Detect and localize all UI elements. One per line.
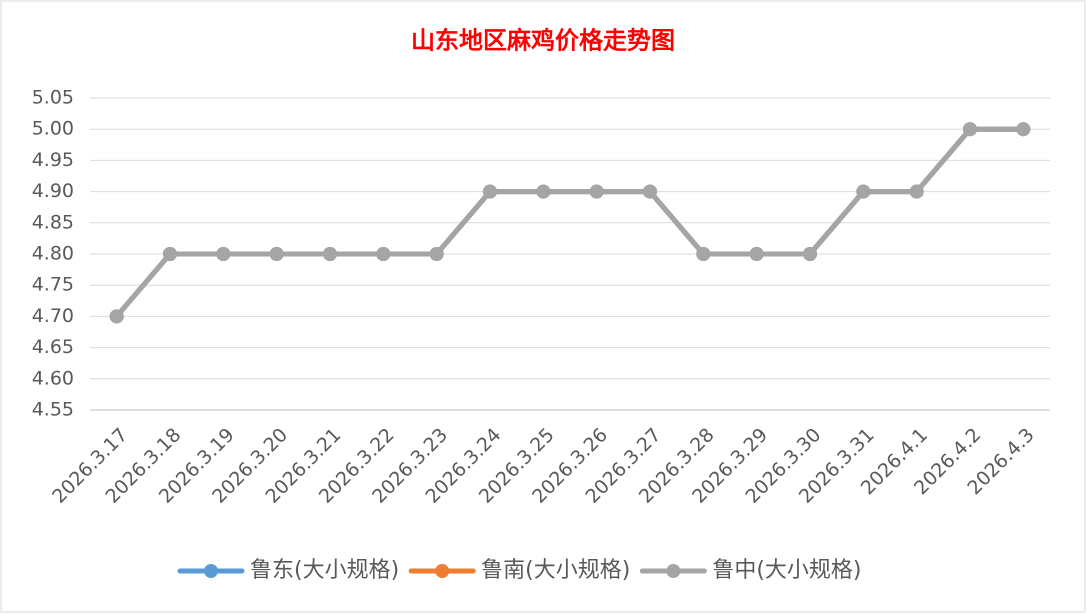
y-tick-label: 4.60: [32, 367, 74, 389]
legend-marker: [666, 564, 681, 578]
legend-label: 鲁南(大小规格): [481, 558, 630, 583]
data-point: [216, 247, 231, 261]
data-point: [109, 309, 124, 324]
y-tick-label: 5.00: [32, 118, 74, 140]
data-point: [696, 247, 711, 261]
legend-label: 鲁东(大小规格): [250, 558, 399, 583]
y-tick-label: 4.85: [32, 211, 74, 233]
data-point: [323, 247, 337, 261]
data-point: [803, 247, 817, 261]
data-point: [856, 184, 871, 199]
y-tick-label: 4.95: [32, 149, 74, 171]
legend-marker: [204, 564, 218, 578]
legend-label: 鲁中(大小规格): [712, 558, 861, 583]
y-tick-label: 4.65: [32, 336, 74, 358]
chart-title: 山东地区麻鸡价格走势图: [411, 26, 675, 55]
data-point: [1016, 122, 1031, 137]
data-point: [376, 247, 391, 261]
y-tick-label: 4.70: [32, 305, 74, 327]
data-point: [269, 247, 284, 261]
data-point: [749, 247, 764, 261]
data-point: [963, 122, 977, 137]
data-point: [909, 184, 924, 199]
data-point: [429, 247, 444, 261]
y-tick-label: 4.55: [32, 399, 74, 421]
series-line: [114, 126, 1024, 319]
y-tick-label: 4.80: [32, 243, 74, 265]
data-point: [163, 247, 177, 261]
legend-marker: [435, 564, 450, 578]
data-point: [536, 184, 551, 199]
data-point: [483, 184, 497, 199]
y-tick-label: 5.05: [32, 87, 74, 109]
data-point: [589, 184, 604, 199]
y-tick-label: 4.75: [32, 274, 74, 296]
y-tick-label: 4.90: [32, 180, 74, 202]
data-point: [643, 184, 657, 199]
